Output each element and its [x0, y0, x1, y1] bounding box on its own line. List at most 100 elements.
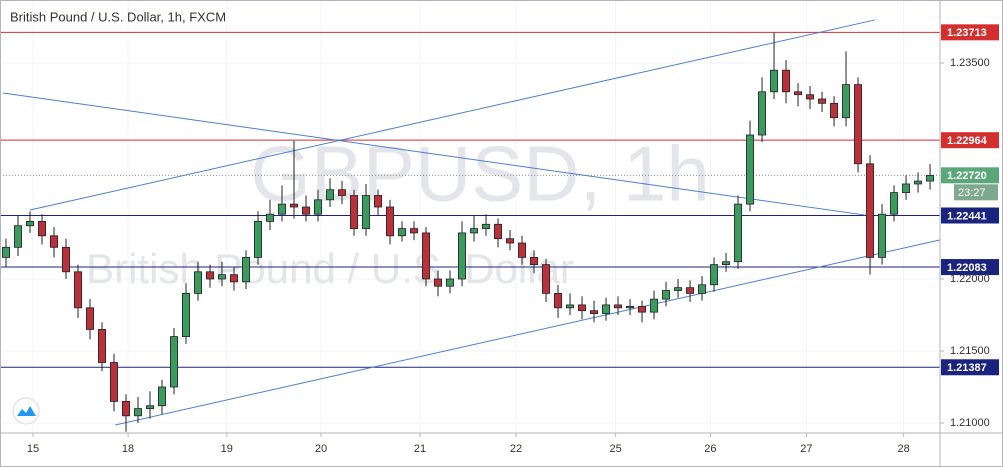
- level-label-box: [941, 259, 999, 276]
- candle-body: [458, 232, 467, 280]
- level-label-box: [941, 132, 999, 149]
- level-label-box: [941, 24, 999, 41]
- candle-body: [38, 221, 47, 237]
- candle-body: [446, 278, 455, 287]
- countdown-box: [954, 184, 998, 201]
- x-tick-label: 22: [510, 443, 522, 455]
- candle-body: [818, 98, 827, 104]
- level-label-box: [941, 207, 999, 224]
- candle-body: [794, 91, 803, 96]
- candle-body: [374, 195, 383, 208]
- watermark-symbol: GBPUSD, 1h: [250, 130, 710, 218]
- candle-body: [146, 405, 155, 410]
- x-tick-label: 28: [898, 443, 910, 455]
- candle-body: [110, 362, 119, 402]
- trendline: [2, 92, 866, 216]
- candle-body: [830, 102, 839, 119]
- trendlines: [2, 19, 940, 426]
- candle-body: [338, 189, 347, 196]
- candle-body: [482, 223, 491, 230]
- candle-body: [758, 91, 767, 136]
- candle-body: [842, 84, 851, 119]
- last-price-label: 1.22720: [947, 170, 987, 182]
- last-price-box: [941, 167, 999, 184]
- candle-body: [602, 304, 611, 314]
- candle-body: [230, 274, 239, 283]
- candle-body: [638, 305, 647, 313]
- candle-body: [182, 293, 191, 338]
- candle-body: [14, 225, 23, 248]
- candle-body: [854, 84, 863, 165]
- axes: 1.21000 1.21500 1.22000 1.23500 15 18 19 20 21 22…: [27, 24, 999, 455]
- candle-body: [290, 203, 299, 208]
- candle-body: [170, 336, 179, 388]
- x-tick-label: 27: [800, 443, 812, 455]
- y-tick-label: 1.21500: [950, 345, 990, 357]
- level-label-box: [941, 359, 999, 376]
- candle-body: [722, 261, 731, 266]
- x-tick-label: 25: [610, 443, 622, 455]
- candle-body: [530, 257, 539, 266]
- candle-body: [698, 284, 707, 294]
- chart-title: British Pound / U.S. Dollar, 1h, FXCM: [10, 9, 226, 24]
- candle-body: [194, 271, 203, 294]
- candle-body: [134, 408, 143, 417]
- candle-body: [878, 213, 887, 258]
- x-tick-label: 19: [221, 443, 233, 455]
- candle-body: [302, 206, 311, 215]
- candle-body: [686, 287, 695, 294]
- candle-body: [422, 232, 431, 280]
- candle-body: [362, 195, 371, 230]
- candle-body: [866, 163, 875, 258]
- candle-body: [626, 305, 635, 309]
- candle-body: [26, 221, 35, 227]
- candle-body: [122, 401, 131, 417]
- x-tick-label: 26: [704, 443, 716, 455]
- candle-body: [314, 199, 323, 215]
- level-label: 1.21387: [947, 362, 987, 374]
- logo[interactable]: [12, 397, 40, 425]
- trendline: [29, 19, 875, 211]
- candle-body: [662, 290, 671, 300]
- candle-body: [206, 271, 215, 280]
- candle-body: [566, 304, 575, 309]
- candle-body: [266, 213, 275, 222]
- candle-body: [2, 246, 11, 258]
- candle-body: [326, 189, 335, 201]
- candle-body: [434, 278, 443, 287]
- candle-body: [614, 304, 623, 309]
- candle-body: [770, 69, 779, 93]
- candle-body: [410, 228, 419, 234]
- x-tick-label: 15: [27, 443, 39, 455]
- candle-body: [242, 257, 251, 283]
- candle-body: [494, 223, 503, 240]
- watermark: GBPUSD, 1h British Pound / U.S. Dollar: [86, 130, 710, 292]
- candle-body: [650, 298, 659, 313]
- candle-body: [86, 307, 95, 330]
- watermark-description: British Pound / U.S. Dollar: [86, 245, 574, 292]
- candles: [2, 32, 935, 432]
- levels: [0, 31, 940, 368]
- trendline: [115, 239, 940, 426]
- candle-body: [914, 180, 923, 185]
- candle-body: [98, 329, 107, 363]
- y-tick-label: 1.21000: [950, 417, 990, 429]
- candle-body: [62, 246, 71, 273]
- grid: [0, 0, 940, 433]
- logo-circle[interactable]: [12, 397, 40, 425]
- logo-icon[interactable]: [17, 406, 36, 416]
- candle-body: [518, 242, 527, 258]
- countdown: 23:27: [958, 187, 986, 199]
- x-tick-label: 18: [122, 443, 134, 455]
- candle-body: [398, 228, 407, 237]
- candle-body: [890, 192, 899, 215]
- candle-body: [926, 174, 935, 182]
- level-label: 1.22083: [947, 262, 987, 274]
- x-tick-label: 20: [315, 443, 327, 455]
- candle-body: [806, 94, 815, 100]
- candle-body: [74, 271, 83, 309]
- candle-body: [902, 183, 911, 194]
- level-label: 1.22964: [947, 135, 988, 147]
- candle-body: [50, 235, 59, 248]
